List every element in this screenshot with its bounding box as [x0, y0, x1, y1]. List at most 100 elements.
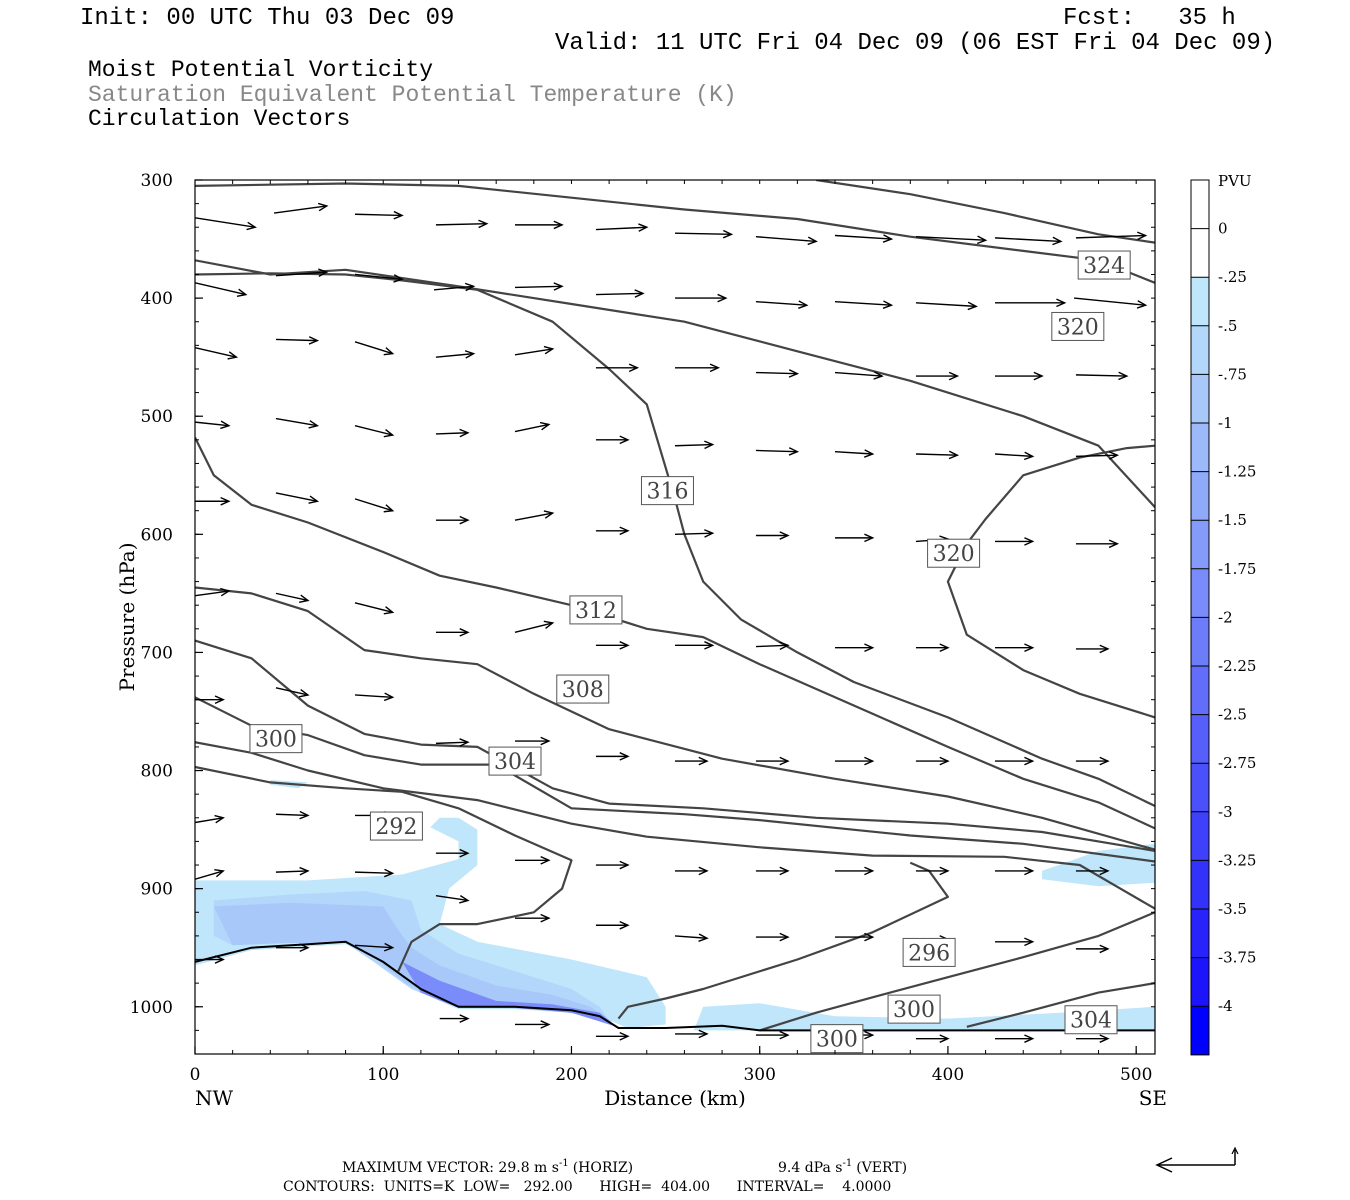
circulation-vector-29 [595, 363, 640, 373]
pv-shade-region-2 [213, 902, 613, 1023]
colorbar-swatch [1191, 909, 1209, 959]
circulation-vector-83 [1075, 756, 1110, 766]
circulation-vector-60 [195, 587, 231, 597]
circulation-vector-114 [675, 1029, 709, 1039]
theta-es-contour-11 [617, 861, 950, 1020]
max-vector-label: MAXIMUM VECTOR: 29.8 m s-1 (HORIZ) [342, 1158, 633, 1176]
colorbar-label: -3 [1218, 803, 1233, 821]
circulation-vector-62 [354, 602, 395, 615]
circulation-vector-96 [195, 869, 225, 880]
circulation-vector-88 [515, 855, 551, 865]
circulation-vector-47 [1075, 451, 1120, 460]
colorbar-label: -2.75 [1218, 754, 1256, 772]
svg-text:304: 304 [1070, 1009, 1112, 1034]
circulation-vector-89 [595, 860, 630, 870]
y-tick-label: 500 [141, 407, 173, 427]
circulation-vector-80 [835, 756, 875, 766]
circulation-vector-51 [435, 515, 470, 525]
plot-frame [194, 179, 1156, 1055]
x-tick-label: 0 [190, 1065, 201, 1085]
circulation-vector-115 [755, 1030, 790, 1040]
circulation-vector-104 [835, 932, 875, 942]
circulation-vector-71 [1075, 644, 1110, 654]
pv-shade-region-4 [693, 1003, 1155, 1031]
contour-labels: 324 320 316 320 312 308 300 304 292 296 300 304 300 [249, 250, 1131, 1054]
circulation-vector-40 [514, 421, 551, 433]
circulation-vector-77 [595, 752, 630, 761]
contour-label-320: 320 [1051, 311, 1105, 341]
svg-text:300: 300 [893, 998, 935, 1023]
colorbar-swatch [1191, 180, 1209, 230]
terrain-surface [194, 940, 1155, 1032]
y-tick-label: 600 [141, 525, 173, 545]
colorbar-swatch [1191, 1006, 1209, 1056]
circulation-vector-25 [275, 336, 320, 345]
circulation-vector-52 [514, 510, 555, 521]
circulation-vector-18 [675, 293, 728, 303]
circulation-vector-92 [835, 866, 875, 876]
svg-text:316: 316 [646, 480, 688, 505]
circulation-vector-21 [915, 301, 978, 311]
reference-vector [1155, 1146, 1239, 1173]
colorbar-swatch [1191, 860, 1209, 910]
circulation-vector-6 [674, 229, 734, 239]
x-end-label-nw: NW [195, 1086, 234, 1110]
colorbar-label: -3.5 [1218, 900, 1247, 918]
colorbar-swatch [1191, 568, 1209, 618]
x-tick-label: 300 [743, 1065, 775, 1085]
init-time: Init: 00 UTC Thu 03 Dec 09 [80, 5, 455, 32]
y-tick-label: 900 [141, 880, 173, 900]
circulation-vector-45 [915, 450, 960, 460]
pv-shade-region-5 [1042, 843, 1155, 887]
title-vectors: Circulation Vectors [88, 106, 351, 132]
circulation-vector-23 [1073, 297, 1148, 309]
colorbar-label: -4 [1218, 997, 1233, 1015]
circulation-vector-2 [354, 210, 404, 220]
y-axis-label: Pressure (hPa) [115, 543, 139, 692]
theta-es-contour-6 [195, 586, 1155, 851]
colorbar-swatch [1191, 228, 1209, 278]
circulation-vector-31 [755, 369, 800, 378]
circulation-vector-13 [275, 268, 329, 277]
circulation-vector-54 [674, 529, 715, 538]
circulation-vector-109 [275, 943, 310, 953]
circulation-vector-9 [915, 235, 988, 245]
circulation-vector-39 [435, 428, 470, 438]
circulation-vector-24 [195, 347, 239, 360]
colorbar-swatch [1191, 666, 1209, 716]
max-vector-vert: 9.4 dPa s-1 (VERT) [778, 1158, 907, 1176]
pv-shade-region-0 [195, 817, 666, 1028]
colorbar-swatch [1191, 617, 1209, 667]
contour-label-304: 304 [1064, 1005, 1118, 1035]
svg-text:312: 312 [575, 599, 617, 624]
x-tick-label: 100 [367, 1065, 399, 1085]
contour-label-300: 300 [887, 994, 941, 1024]
svg-text:308: 308 [562, 678, 604, 703]
circulation-vector-107 [1075, 944, 1110, 954]
colorbar-swatch [1191, 811, 1209, 861]
y-tick-label: 400 [141, 289, 173, 309]
circulation-vector-68 [835, 643, 875, 653]
theta-es-contour-12 [759, 911, 1155, 1032]
circulation-vector-11 [1075, 231, 1148, 241]
circulation-vector-113 [595, 1031, 630, 1041]
theta-es-contour-10 [195, 765, 573, 972]
svg-text:292: 292 [375, 815, 417, 840]
circulation-vector-66 [675, 641, 715, 650]
title-mpv: Moist Potential Vorticity [88, 57, 434, 83]
circulation-vector-50 [354, 498, 395, 513]
circulation-vector-22 [995, 298, 1067, 308]
x-tick-label: 400 [932, 1065, 964, 1085]
colorbar: 0 -.25 -.5 -.75 -1 -1.25 -1.5 -1.75 -2 -2.25 -2.5 -… [1190, 179, 1256, 1056]
circulation-vector-76 [515, 736, 551, 746]
circulation-vector-100 [515, 913, 551, 923]
contour-label-312: 312 [569, 595, 623, 625]
theta-es-contour-3 [195, 272, 1155, 807]
colorbar-label: -3.75 [1218, 949, 1256, 967]
colorbar-label: -1.5 [1218, 511, 1247, 529]
x-end-label-se: SE [1139, 1086, 1167, 1110]
circulation-vector-75 [435, 738, 470, 747]
circulation-vector-35 [1075, 371, 1129, 381]
x-axis-label: Distance (km) [604, 1086, 746, 1110]
contour-label-304: 304 [488, 746, 542, 776]
